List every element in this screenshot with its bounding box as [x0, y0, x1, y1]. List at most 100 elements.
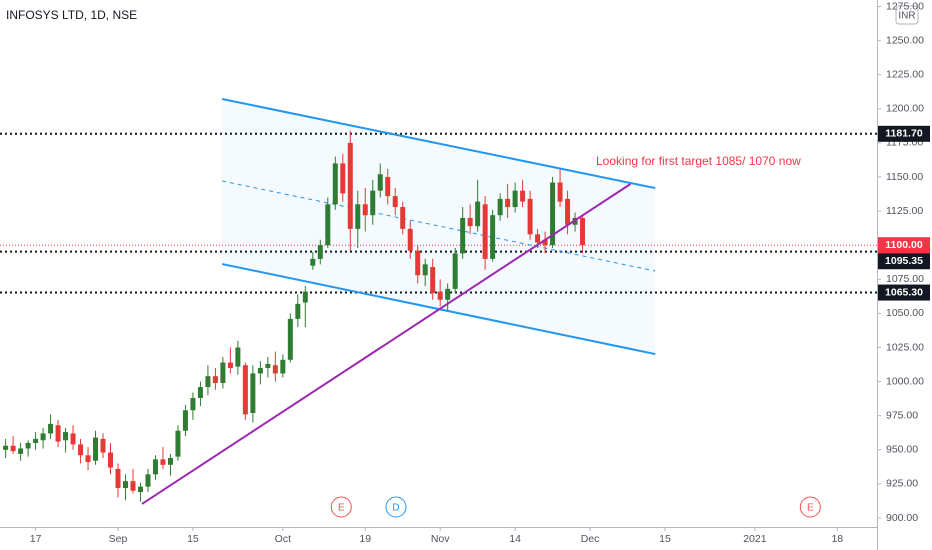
- candle-body: [70, 433, 76, 445]
- y-tick-label: 1125.00: [886, 205, 923, 217]
- candle-body: [452, 253, 458, 289]
- candle-body: [55, 425, 61, 442]
- candle-body: [467, 217, 473, 227]
- candle-body: [78, 444, 84, 456]
- currency-badge[interactable]: [895, 5, 919, 25]
- x-tick-label: 18: [831, 533, 843, 545]
- level-label-box: [878, 125, 930, 142]
- candle-body: [445, 288, 451, 300]
- candle-body: [385, 177, 391, 197]
- candle-body: [497, 198, 503, 216]
- candle-body: [33, 438, 39, 443]
- candle-body: [190, 397, 196, 411]
- candle-body: [475, 201, 481, 227]
- level-label: 1181.70: [885, 128, 923, 140]
- x-tick-label: 15: [187, 533, 199, 545]
- candle-body: [535, 234, 541, 243]
- candle-body: [250, 373, 256, 413]
- candle-body: [415, 250, 421, 276]
- candle-body: [332, 163, 338, 205]
- x-tick-label: 17: [30, 533, 42, 545]
- candle-body: [347, 142, 353, 229]
- candle-body: [25, 442, 31, 449]
- event-badge[interactable]: [799, 496, 821, 518]
- candle-body: [175, 430, 181, 457]
- candle-body: [265, 363, 271, 368]
- candle-body: [160, 459, 166, 465]
- candle-body: [145, 474, 151, 487]
- x-tick-label: 2021: [743, 533, 767, 545]
- y-tick-label: 1200.00: [886, 103, 924, 115]
- candle-body: [48, 423, 54, 434]
- y-tick-label: 900.00: [886, 512, 918, 524]
- candle-body: [490, 215, 496, 259]
- candle-body: [512, 190, 518, 208]
- candle-body: [18, 448, 24, 454]
- x-tick-label: Oct: [275, 533, 291, 545]
- event-label: E: [338, 503, 345, 514]
- candle-body: [422, 264, 428, 276]
- candle-body: [3, 445, 9, 450]
- candle-body: [482, 204, 488, 259]
- candle-body: [287, 318, 293, 360]
- candle-body: [550, 182, 556, 246]
- currency-label: INR: [898, 11, 915, 22]
- candle-body: [115, 468, 121, 488]
- level-label-box: [878, 237, 930, 254]
- y-tick-label: 1000.00: [886, 375, 924, 387]
- candle-body: [130, 481, 136, 491]
- candle-body: [295, 303, 301, 319]
- candle-body: [93, 437, 99, 461]
- candle-body: [505, 198, 511, 208]
- level-label: 1065.30: [885, 286, 923, 298]
- candle-body: [407, 228, 413, 251]
- candle-body: [542, 239, 548, 246]
- annotation: Looking for first target 1085/ 1070 now: [596, 154, 801, 168]
- y-tick-label: 950.00: [886, 444, 918, 456]
- candle-body: [302, 291, 308, 303]
- level-label-box: [878, 253, 930, 270]
- event-label: D: [392, 503, 399, 514]
- chart-title: INFOSYS LTD, 1D, NSE: [6, 8, 137, 22]
- level-label: 1095.35: [885, 255, 923, 267]
- x-tick-label: 15: [659, 533, 671, 545]
- candle-body: [227, 362, 233, 368]
- candle-body: [437, 291, 443, 300]
- candle-body: [40, 433, 46, 441]
- candle-body: [527, 198, 533, 235]
- candle-body: [355, 204, 361, 229]
- event-badge[interactable]: [330, 496, 352, 518]
- candle-body: [370, 190, 376, 216]
- x-tick-label: 14: [509, 533, 521, 545]
- candle-body: [257, 367, 263, 374]
- candle-body: [580, 217, 586, 246]
- candle-body: [137, 486, 143, 493]
- candle-body: [85, 455, 91, 463]
- candle-body: [108, 452, 114, 468]
- candle-body: [430, 267, 436, 293]
- candle-body: [242, 365, 248, 415]
- candle-body: [340, 163, 346, 194]
- level-label-box: [878, 284, 930, 301]
- candle-body: [197, 387, 203, 398]
- candle-body: [377, 174, 383, 191]
- trendline: [141, 183, 632, 505]
- candle-body: [235, 347, 241, 367]
- candle-body: [10, 445, 16, 452]
- channel-upper: [221, 98, 656, 190]
- candle-body: [565, 198, 571, 225]
- event-label: E: [807, 503, 814, 514]
- y-tick-label: 1075.00: [886, 273, 924, 285]
- candle-body: [557, 182, 563, 202]
- y-tick-label: 1025.00: [886, 341, 924, 353]
- candle-body: [400, 207, 406, 229]
- candle-body: [220, 362, 226, 383]
- level-label: 1100.00: [885, 239, 923, 251]
- x-tick-label: Sep: [109, 533, 128, 545]
- channel-middle: [222, 180, 656, 272]
- candle-body: [212, 376, 218, 383]
- candle-body: [272, 365, 278, 374]
- x-tick-label: Nov: [431, 533, 450, 545]
- event-badge[interactable]: [385, 496, 407, 518]
